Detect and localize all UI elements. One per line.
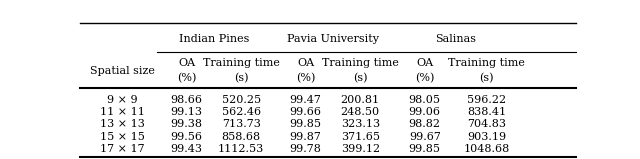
Text: (%): (%) <box>415 73 435 83</box>
Text: Indian Pines: Indian Pines <box>179 34 249 44</box>
Text: 399.12: 399.12 <box>340 144 380 154</box>
Text: 596.22: 596.22 <box>467 95 506 105</box>
Text: 323.13: 323.13 <box>340 119 380 129</box>
Text: Salinas: Salinas <box>435 34 476 44</box>
Text: (s): (s) <box>353 73 367 83</box>
Text: 99.43: 99.43 <box>171 144 203 154</box>
Text: Training time: Training time <box>448 58 525 68</box>
Text: OA: OA <box>416 58 433 68</box>
Text: 713.73: 713.73 <box>222 119 260 129</box>
Text: 562.46: 562.46 <box>221 107 260 117</box>
Text: 200.81: 200.81 <box>340 95 380 105</box>
Text: 9 × 9: 9 × 9 <box>107 95 138 105</box>
Text: Training time: Training time <box>203 58 280 68</box>
Text: 99.66: 99.66 <box>290 107 322 117</box>
Text: 15 × 15: 15 × 15 <box>100 132 145 142</box>
Text: 903.19: 903.19 <box>467 132 506 142</box>
Text: 11 × 11: 11 × 11 <box>100 107 145 117</box>
Text: 99.47: 99.47 <box>290 95 322 105</box>
Text: 98.66: 98.66 <box>171 95 203 105</box>
Text: 99.85: 99.85 <box>290 119 322 129</box>
Text: Pavia University: Pavia University <box>287 34 379 44</box>
Text: 13 × 13: 13 × 13 <box>100 119 145 129</box>
Text: 99.87: 99.87 <box>290 132 322 142</box>
Text: 99.06: 99.06 <box>409 107 441 117</box>
Text: 520.25: 520.25 <box>221 95 260 105</box>
Text: OA: OA <box>178 58 195 68</box>
Text: 98.05: 98.05 <box>409 95 441 105</box>
Text: Spatial size: Spatial size <box>90 66 155 76</box>
Text: 99.38: 99.38 <box>171 119 203 129</box>
Text: 248.50: 248.50 <box>340 107 380 117</box>
Text: 17 × 17: 17 × 17 <box>100 144 145 154</box>
Text: (s): (s) <box>234 73 248 83</box>
Text: 99.78: 99.78 <box>290 144 322 154</box>
Text: 99.13: 99.13 <box>171 107 203 117</box>
Text: 371.65: 371.65 <box>340 132 380 142</box>
Text: 99.85: 99.85 <box>409 144 441 154</box>
Text: (s): (s) <box>479 73 494 83</box>
Text: 1112.53: 1112.53 <box>218 144 264 154</box>
Text: 858.68: 858.68 <box>221 132 260 142</box>
Text: Training time: Training time <box>322 58 399 68</box>
Text: 98.82: 98.82 <box>409 119 441 129</box>
Text: 838.41: 838.41 <box>467 107 506 117</box>
Text: OA: OA <box>297 58 314 68</box>
Text: 99.67: 99.67 <box>409 132 441 142</box>
Text: 704.83: 704.83 <box>467 119 506 129</box>
Text: 1048.68: 1048.68 <box>463 144 510 154</box>
Text: 99.56: 99.56 <box>171 132 203 142</box>
Text: (%): (%) <box>177 73 196 83</box>
Text: (%): (%) <box>296 73 316 83</box>
